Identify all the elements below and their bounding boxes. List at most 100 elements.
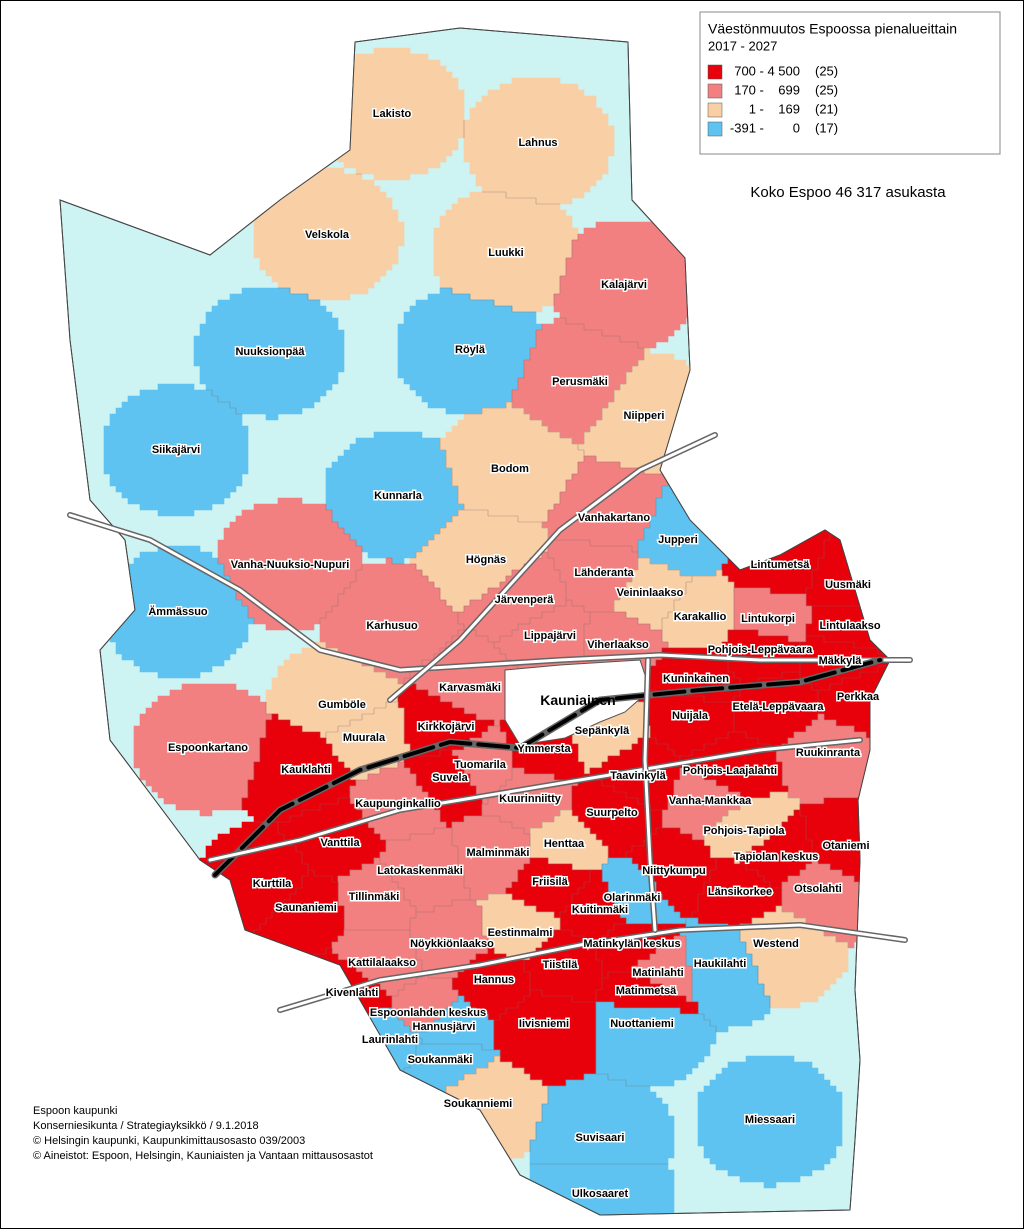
area-label: Lahnus (518, 137, 557, 149)
legend-swatch (707, 83, 723, 99)
total-note: Koko Espoo 46 317 asukasta (750, 184, 946, 201)
area-label: Lintumetsä (751, 559, 811, 571)
area-label: Kirkkojärvi (418, 721, 475, 733)
legend-box (699, 11, 1001, 155)
area-label: Gumböle (318, 699, 366, 711)
area-label: Soukanniemi (444, 1098, 512, 1110)
area-label: Ruukinranta (796, 747, 861, 759)
area-label: Niipperi (624, 410, 665, 422)
area-label: Karhusuo (366, 620, 418, 632)
legend-swatch (707, 121, 723, 137)
area (103, 383, 249, 517)
area-label: Suvisaari (576, 1132, 625, 1144)
area-label: Lakisto (373, 108, 412, 120)
area-label: Vanhakartano (578, 512, 650, 524)
area-label: Kalajärvi (601, 279, 647, 291)
area-label: Perkkaa (837, 691, 880, 703)
area-label: Lähderanta (574, 567, 634, 579)
area-label: Lintulaakso (819, 620, 880, 632)
area-label: Högnäs (466, 554, 506, 566)
area-label: Kauklahti (281, 764, 331, 776)
area-label: Nöykkiönlaakso (410, 938, 494, 950)
area-label: Lippajärvi (524, 630, 576, 642)
area (529, 809, 609, 871)
area-label: Hannus (474, 974, 514, 986)
area (133, 683, 273, 817)
area-label: Kivenlahti (326, 987, 379, 999)
area (679, 917, 771, 1033)
legend-range: 1 - 169 (749, 101, 800, 116)
area-label: Ymmersta (517, 743, 571, 755)
area-label: Suurpelto (586, 807, 638, 819)
area-borders (206, 120, 890, 1165)
area-label: Westend (753, 938, 799, 950)
area-label: Etelä-Leppävaara (732, 701, 824, 713)
area-label: Kurttila (253, 878, 292, 890)
area-label: Nuuksionpää (235, 346, 305, 358)
legend-count: (17) (815, 120, 838, 135)
legend-swatch (707, 102, 723, 118)
area-label: Otsolahti (794, 883, 842, 895)
area-label: Hannusjärvi (413, 1021, 476, 1033)
area (529, 1073, 675, 1165)
area-labels: Lakisto Lahnus Velskola Luukki Kalajärvi Nuuk… (147, 106, 882, 1201)
area-label: Ämmässuo (148, 605, 208, 618)
area-label: Uusmäki (825, 579, 871, 591)
area-label: Mäkkylä (819, 655, 863, 667)
legend-range: 170 - 699 (734, 82, 800, 97)
area (253, 167, 405, 301)
area (433, 191, 579, 313)
area (739, 905, 849, 1009)
area-label: Pohjois-Tapiola (703, 825, 785, 837)
area-label: Röylä (455, 344, 486, 356)
area-label: Olarinmäki (604, 892, 661, 904)
area-label: Espoonkartano (168, 742, 248, 754)
area-label: Miessaari (745, 1114, 795, 1126)
area-label: Matinkylän keskus (583, 938, 680, 950)
area-label: Espoonlahden keskus (370, 1007, 486, 1019)
area (697, 1055, 843, 1189)
legend-range: 700 - 4 500 (734, 63, 800, 78)
area-label: Latokaskenmäki (377, 865, 463, 877)
area-label: Matinlahti (632, 967, 683, 979)
area-label: Nuottaniemi (610, 1018, 674, 1030)
area (631, 935, 693, 1003)
area-label: Kuurinniitty (499, 793, 562, 805)
area-label: Vanha-Mankkaa (669, 795, 752, 807)
area-label: Karakallio (674, 611, 727, 623)
area-label: Viherlaakso (587, 639, 649, 651)
area (397, 287, 543, 415)
area (409, 509, 549, 613)
area-label: Henttaa (544, 838, 585, 850)
area-label: Bodom (491, 463, 529, 475)
area (193, 287, 345, 421)
legend-items: 700 - 4 500 (25) 170 - 699 (25) 1 - 169 (21)-… (707, 63, 838, 137)
area-label: Tuomarila (454, 759, 507, 771)
area-label: Soukanmäki (408, 1054, 473, 1066)
area (493, 989, 597, 1087)
area-label: Kuitinmäki (572, 904, 628, 916)
area (463, 77, 615, 205)
footer-line: © Aineistot: Espoon, Helsingin, Kauniais… (33, 1150, 373, 1162)
area-label: Tapiolan keskus (734, 851, 819, 863)
legend-subtitle: 2017 - 2027 (708, 38, 777, 53)
enclave-label: Kauniainen (540, 692, 615, 708)
area-label: Tillinmäki (349, 891, 400, 903)
area (553, 221, 699, 349)
enclave (504, 659, 651, 746)
roads (67, 432, 913, 1013)
area (409, 899, 489, 979)
area-label: Laurinlahti (362, 1034, 418, 1046)
area-label: Muurala (343, 732, 386, 744)
area-label: Ulkosaaret (572, 1188, 629, 1200)
footer-line: © Helsingin kaupunki, Kaupunkimittausosa… (33, 1135, 305, 1147)
area-label: Sepänkylä (575, 725, 630, 737)
area-label: Länsikorkee (708, 886, 772, 898)
legend-count: (21) (815, 101, 838, 116)
area-label: Karvasmäki (439, 682, 501, 694)
area (559, 869, 627, 943)
area-label: Eestinmalmi (488, 927, 553, 939)
area (337, 857, 417, 931)
area (541, 455, 669, 553)
legend-count: (25) (815, 82, 838, 97)
